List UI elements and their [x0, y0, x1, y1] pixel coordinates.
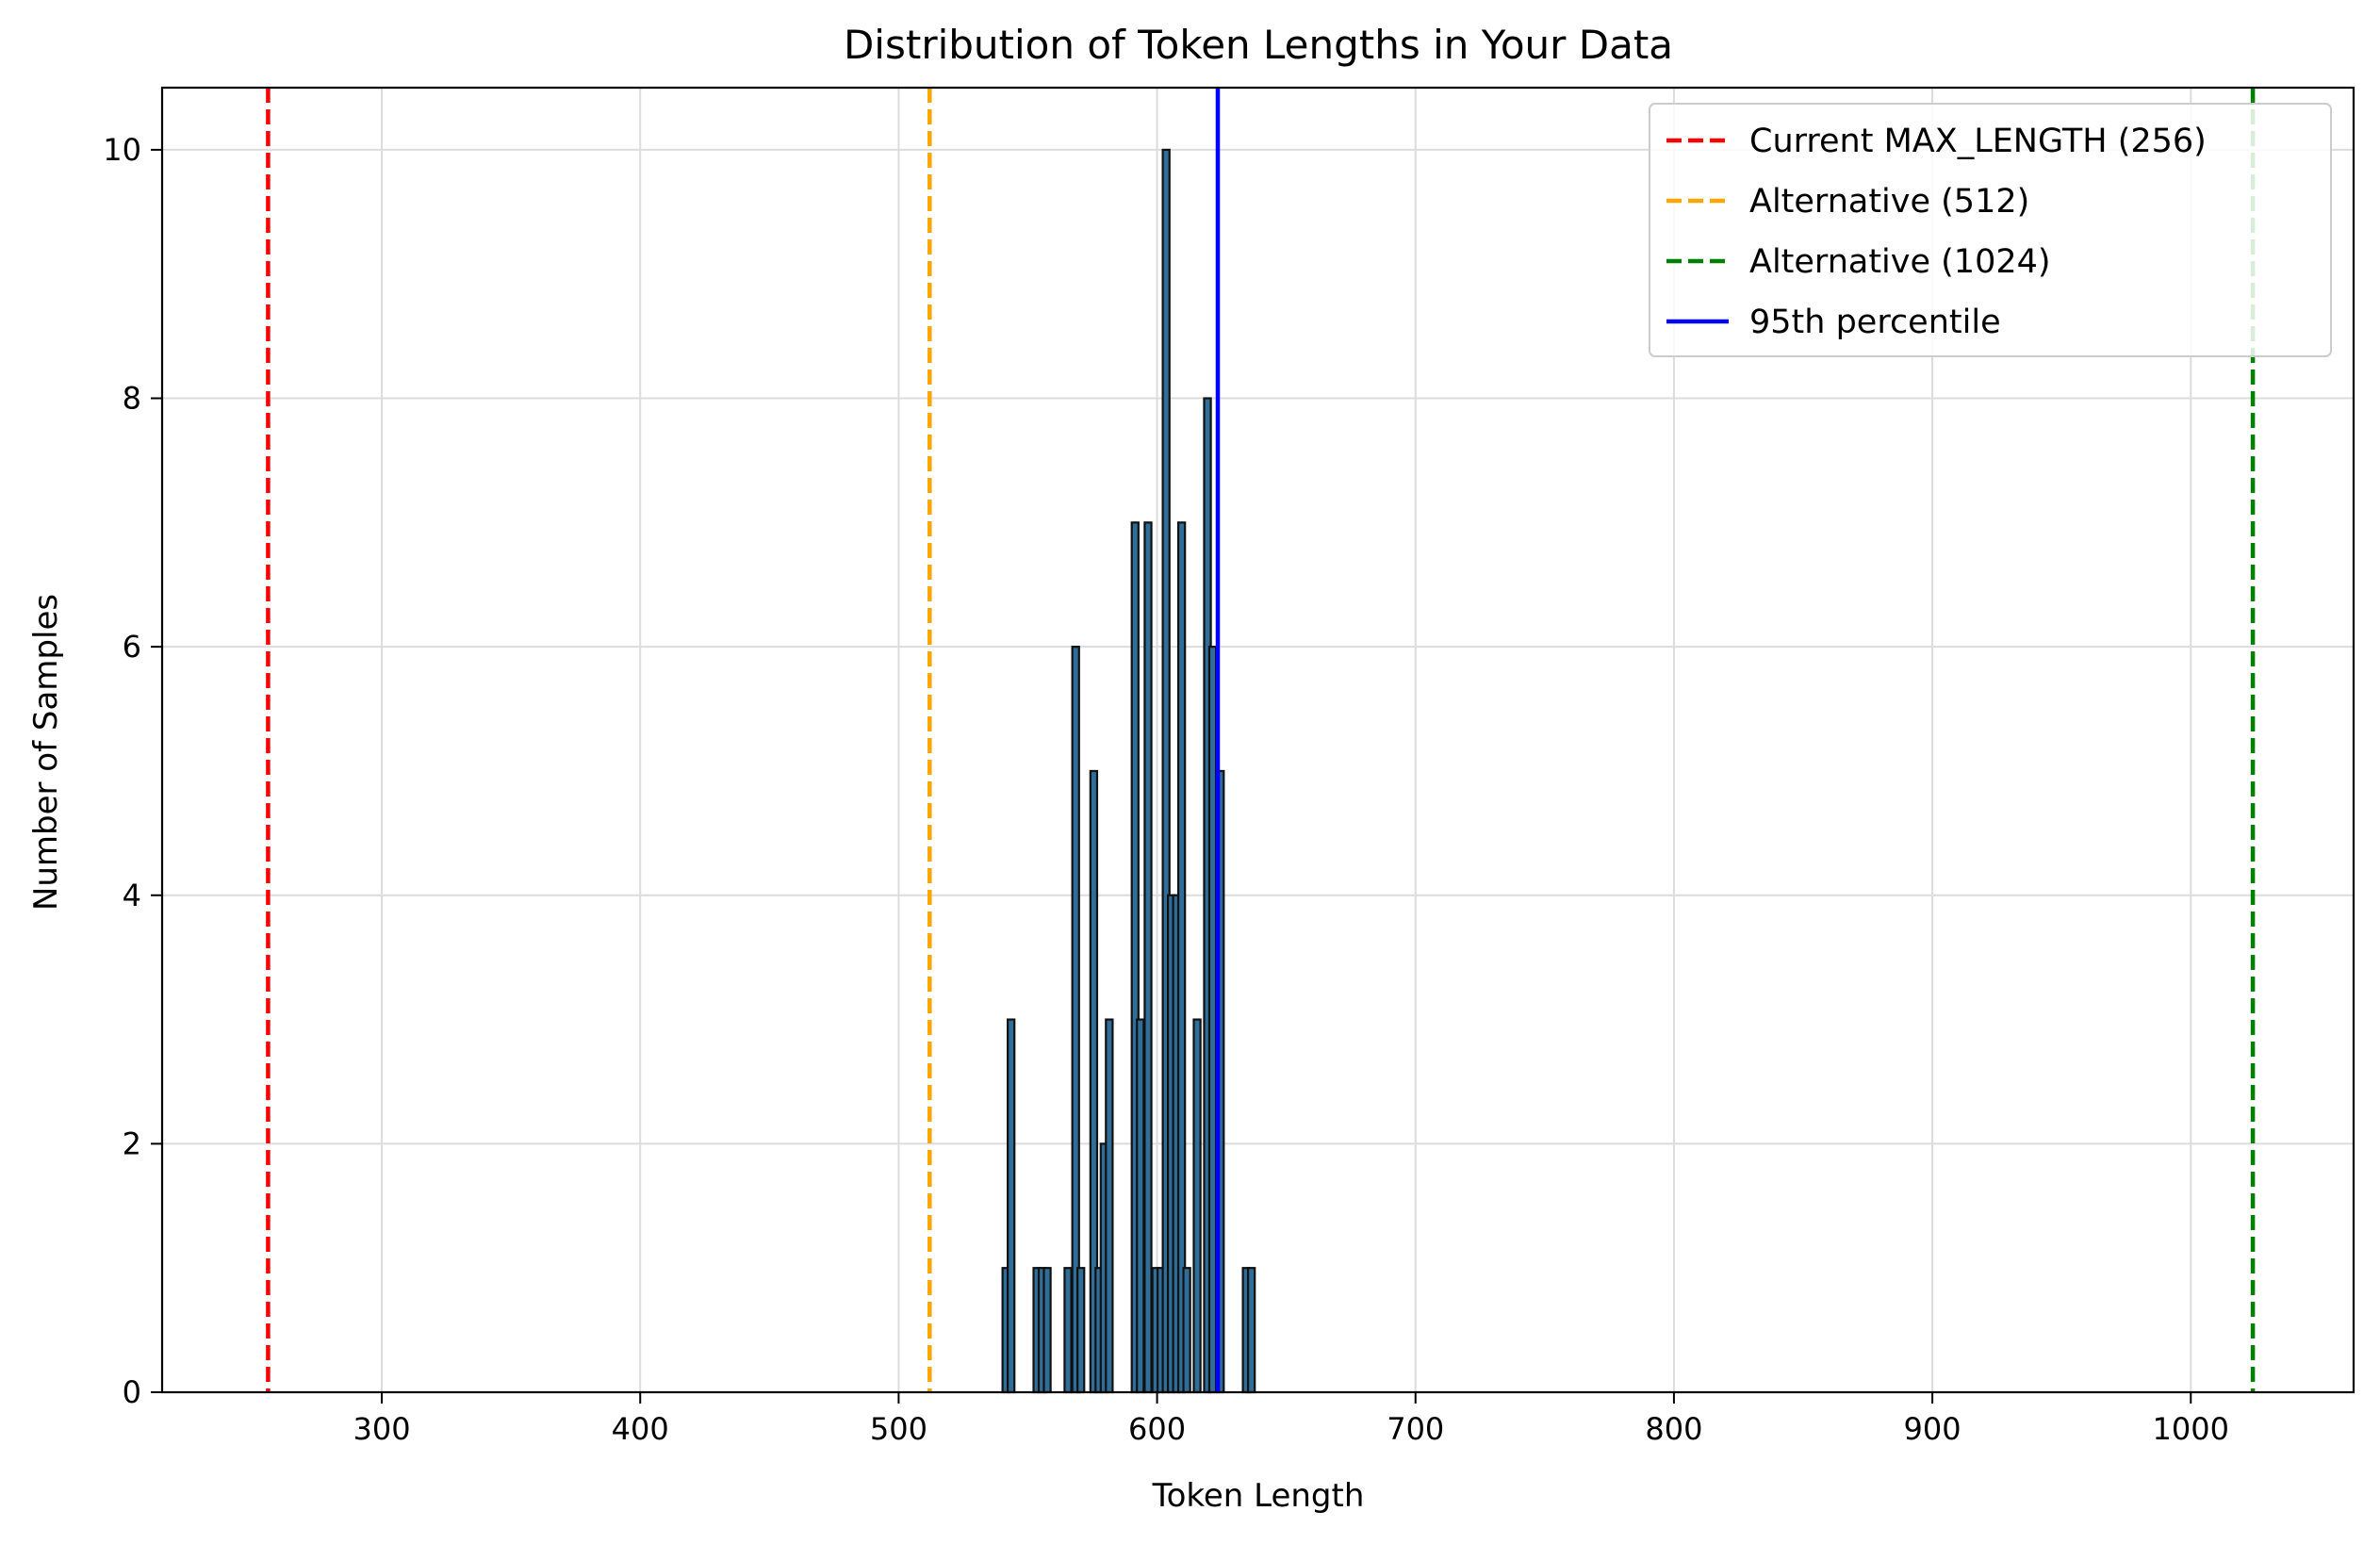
x-tick-label: 1000 — [2153, 1411, 2229, 1447]
x-tick-label: 500 — [870, 1411, 927, 1447]
legend-box — [1649, 103, 2332, 357]
histogram-bar — [1246, 1267, 1256, 1394]
histogram-bar — [1207, 646, 1218, 1394]
y-tick-label: 0 — [123, 1374, 141, 1410]
x-tick-label: 300 — [353, 1411, 411, 1447]
chart-title: Distribution of Token Lengths in Your Da… — [844, 22, 1673, 68]
legend: Current MAX_LENGTH (256) Alternative (512… — [1649, 103, 2332, 357]
y-tick-label: 8 — [123, 381, 141, 417]
histogram-bar — [1063, 1267, 1073, 1394]
legend-entry: 95th percentile — [1749, 304, 2001, 341]
y-tick-label: 6 — [123, 629, 141, 665]
y-axis-label: Number of Samples — [27, 594, 65, 911]
y-tick-label: 10 — [103, 132, 141, 168]
legend-entry: Alternative (512) — [1749, 183, 2029, 221]
histogram-bar — [1076, 1267, 1086, 1394]
histogram-bar — [1006, 1018, 1016, 1394]
y-tick-label: 2 — [123, 1125, 141, 1161]
y-axis-ticks: 0 2 4 6 8 10 — [103, 132, 162, 1410]
histogram-bar — [1192, 1018, 1202, 1394]
reference-lines — [266, 88, 2256, 1392]
histogram-bar — [1176, 521, 1187, 1394]
x-axis-label: Token Length — [1152, 1477, 1365, 1515]
histogram-bar — [1182, 1267, 1191, 1394]
histogram-bar — [1143, 521, 1153, 1394]
histogram-bar — [1136, 1018, 1145, 1394]
plot-frame — [160, 86, 2355, 1394]
histogram-bar — [1042, 1267, 1052, 1394]
y-tick-label: 4 — [123, 878, 141, 913]
x-tick-label: 600 — [1128, 1411, 1186, 1447]
x-axis-ticks: 300 400 500 600 700 800 900 1000 — [353, 1392, 2229, 1447]
histogram-bar — [1105, 1018, 1114, 1394]
x-tick-label: 700 — [1387, 1411, 1444, 1447]
x-tick-label: 900 — [1904, 1411, 1961, 1447]
legend-entry: Alternative (1024) — [1749, 243, 2051, 281]
x-tick-label: 400 — [612, 1411, 669, 1447]
x-tick-label: 800 — [1645, 1411, 1702, 1447]
legend-entry: Current MAX_LENGTH (256) — [1749, 123, 2207, 160]
